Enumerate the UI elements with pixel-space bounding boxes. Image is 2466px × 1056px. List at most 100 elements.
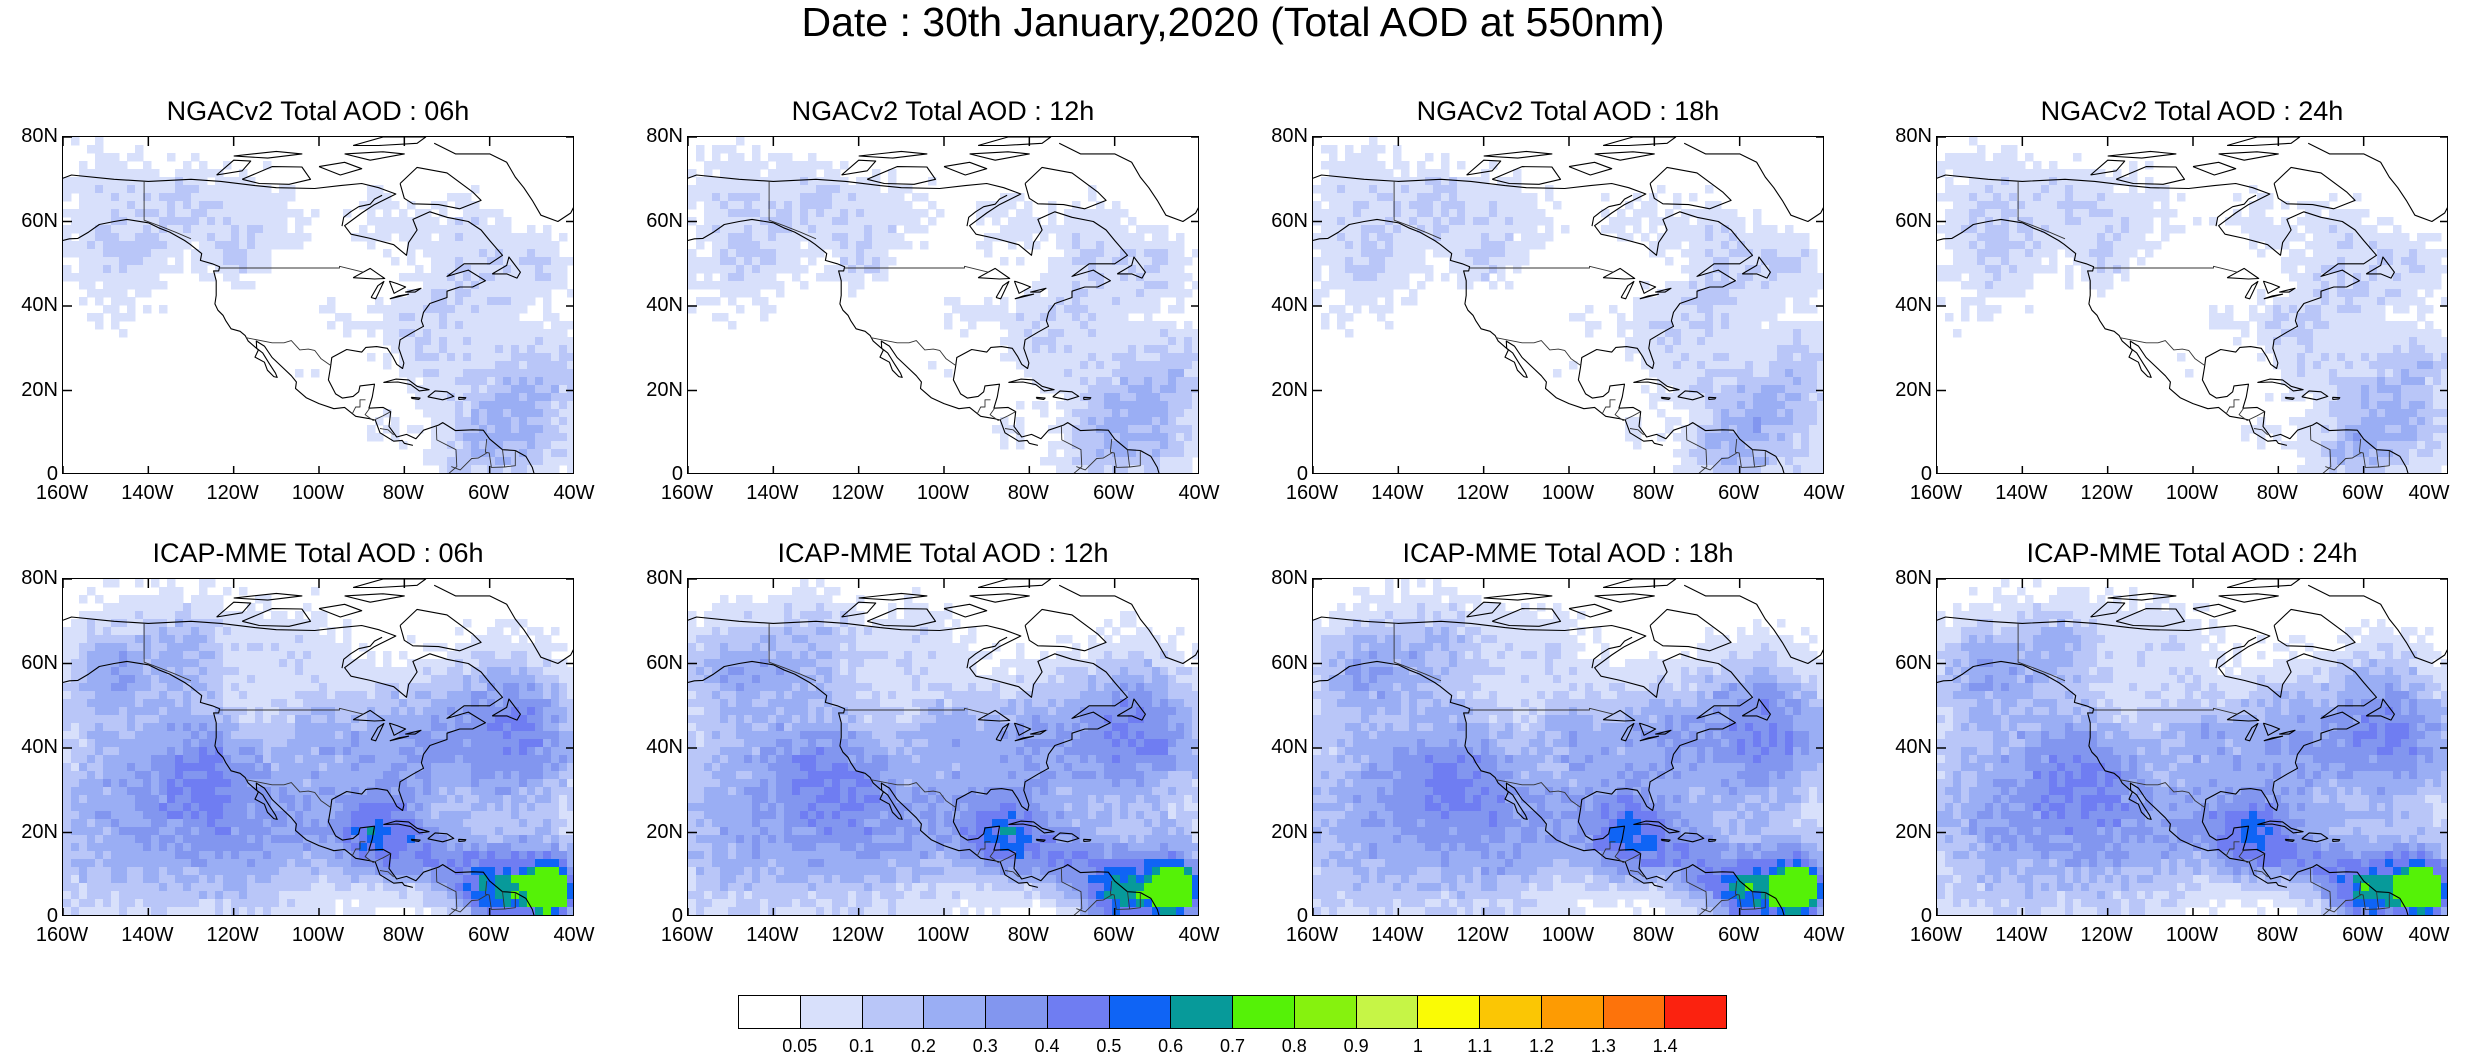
aod-cell [1665,417,1674,426]
aod-cell [263,217,272,226]
y-tick-label: 60N [21,209,58,232]
aod-cell [95,153,104,162]
aod-cell [95,257,104,266]
aod-cell [912,225,921,234]
aod-cell [527,473,536,474]
aod-map [63,579,573,915]
aod-cell [1993,169,2002,178]
aod-cell [872,233,881,242]
aod-cell [2145,249,2154,258]
aod-cell [1088,241,1097,250]
coastline [2263,293,2284,300]
aod-cell [303,217,312,226]
aod-cell [527,369,536,378]
aod-cell [447,233,456,242]
aod-cell [2313,217,2322,226]
aod-cell [1681,225,1690,234]
aod-cell [103,289,112,298]
aod-cell [1953,241,1962,250]
aod-cell [463,265,472,274]
aod-cell [1385,233,1394,242]
aod-cell [271,241,280,250]
aod-cell [1064,321,1073,330]
aod-cell [1088,361,1097,370]
aod-cell [2065,185,2074,194]
aod-cell [503,265,512,274]
aod-cell [463,465,472,473]
aod-cell [1377,161,1386,170]
aod-cell [1433,193,1442,202]
aod-cell [1753,289,1762,298]
aod-cell [2073,241,2082,250]
aod-cell [1096,433,1105,442]
aod-cell [776,281,785,290]
aod-cell [2353,425,2362,434]
aod-cell [992,425,1001,434]
aod-cell [1168,417,1177,426]
aod-cell [455,249,464,258]
aod-cell [2097,249,2106,258]
y-tick-label: 0 [1296,463,1308,485]
aod-cell [343,321,352,330]
aod-cell [383,249,392,258]
country-border [2376,449,2390,468]
aod-cell [151,201,160,210]
aod-cell [1345,153,1354,162]
coastline [383,378,430,392]
aod-cell [1016,425,1025,434]
aod-cell [1785,377,1794,386]
aod-cell [319,305,328,314]
aod-cell [527,257,536,266]
aod-cell [2313,353,2322,362]
aod-cell [1793,241,1802,250]
aod-cell [1713,337,1722,346]
aod-cell [1689,441,1698,450]
aod-cell [503,289,512,298]
aod-cell [551,433,560,442]
aod-cell [463,441,472,450]
aod-cell [551,425,560,434]
aod-cell [1080,433,1089,442]
aod-cell [776,201,785,210]
aod-cell [1128,273,1137,282]
aod-cell [367,433,376,442]
aod-cell [2313,433,2322,442]
aod-cell [1777,465,1786,473]
aod-cell [1016,225,1025,234]
aod-cell [1016,313,1025,322]
aod-cell [567,321,573,330]
aod-cell [503,217,512,226]
aod-cell [431,281,440,290]
aod-cell [479,369,488,378]
aod-cell [1753,233,1762,242]
aod-cell [71,177,80,186]
aod-cell [1361,233,1370,242]
aod-cell [1737,329,1746,338]
aod-cell [1985,225,1994,234]
aod-cell [167,217,176,226]
aod-cell [880,217,889,226]
aod-cell [2081,265,2090,274]
aod-cell [1649,401,1658,410]
aod-cell [479,377,488,386]
y-tick-label: 60N [1895,209,1932,232]
aod-cell [2321,305,2330,314]
aod-cell [1401,249,1410,258]
aod-cell [1961,193,1970,202]
aod-cell [1064,337,1073,346]
aod-cell [327,321,336,330]
aod-cell [800,201,809,210]
aod-cell [1152,241,1161,250]
aod-cell [2289,225,2298,234]
aod-cell [1000,233,1009,242]
aod-cell [247,627,256,636]
aod-cell [447,425,456,434]
aod-cell [119,619,128,628]
aod-cell [487,385,496,394]
aod-cell [2361,297,2370,306]
aod-cell [1673,353,1682,362]
aod-cell [463,201,472,210]
aod-cell [728,177,737,186]
aod-cell [1056,281,1065,290]
aod-cell [1152,425,1161,434]
